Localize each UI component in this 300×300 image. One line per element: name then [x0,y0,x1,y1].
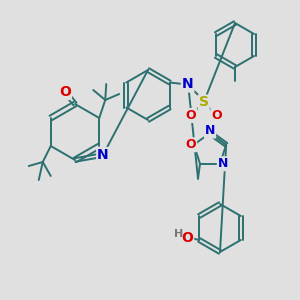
Text: S: S [199,95,209,110]
Text: O: O [211,109,222,122]
Text: N: N [218,157,228,170]
Text: O: O [181,231,193,245]
Text: N: N [97,148,109,162]
Text: N: N [205,124,215,137]
Text: O: O [59,85,71,99]
Text: O: O [185,138,196,151]
Text: H: H [174,229,183,239]
Text: O: O [185,109,196,122]
Text: N: N [182,77,194,92]
